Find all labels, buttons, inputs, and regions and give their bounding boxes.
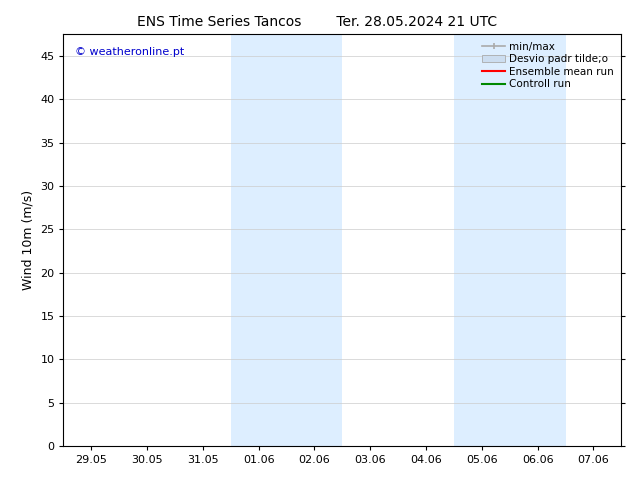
Bar	[231, 34, 342, 446]
Text: © weatheronline.pt: © weatheronline.pt	[75, 47, 184, 57]
Text: ENS Time Series Tancos        Ter. 28.05.2024 21 UTC: ENS Time Series Tancos Ter. 28.05.2024 2…	[137, 15, 497, 29]
Bar	[454, 34, 566, 446]
Y-axis label: Wind 10m (m/s): Wind 10m (m/s)	[22, 190, 35, 290]
Legend: min/max, Desvio padr tilde;o, Ensemble mean run, Controll run: min/max, Desvio padr tilde;o, Ensemble m…	[480, 40, 616, 92]
